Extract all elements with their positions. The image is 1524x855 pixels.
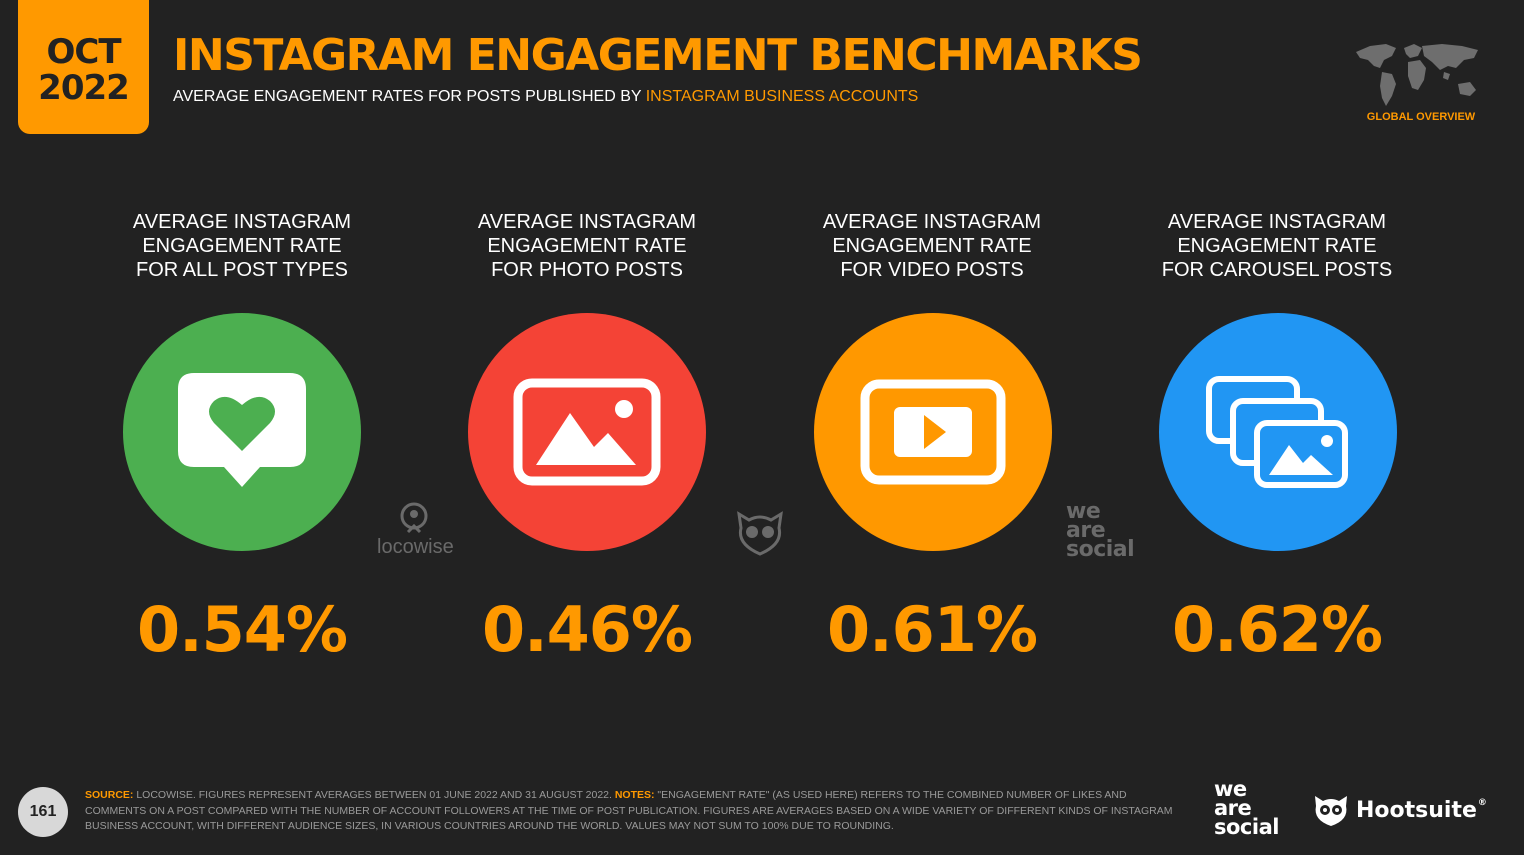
source-text: LOCOWISE. FIGURES REPRESENT AVERAGES BET… xyxy=(133,789,615,801)
hootsuite-wordmark: Hootsuite xyxy=(1356,797,1477,823)
hootsuite-logo: Hootsuite ® xyxy=(1312,792,1487,828)
locowise-logo-icon xyxy=(400,502,428,534)
source-label: SOURCE: xyxy=(85,789,134,801)
benchmark-label: AVERAGE INSTAGRAM ENGAGEMENT RATE FOR CA… xyxy=(1161,211,1393,281)
all-posts-circle xyxy=(123,313,361,551)
owl-watermark-icon xyxy=(737,511,783,556)
hootsuite-owl-icon xyxy=(1315,796,1347,826)
video-posts-value: 0.61% xyxy=(826,593,1038,666)
global-overview-label: GLOBAL OVERVIEW xyxy=(1366,111,1476,123)
benchmark-label: AVERAGE INSTAGRAM ENGAGEMENT RATE FOR VI… xyxy=(822,211,1042,281)
photo-icon xyxy=(513,378,661,486)
carousel-posts-circle xyxy=(1159,313,1397,551)
logo-are: are xyxy=(1214,796,1252,820)
carousel-photos-icon xyxy=(1206,376,1348,488)
page-title: INSTAGRAM ENGAGEMENT BENCHMARKS xyxy=(173,30,1143,81)
all-posts-value: 0.54% xyxy=(136,593,348,666)
date-month: OCT xyxy=(46,32,121,72)
video-posts-circle xyxy=(814,313,1052,551)
photo-posts-value: 0.46% xyxy=(481,593,693,666)
notes-text: "ENGAGEMENT RATE" (AS USED HERE) REFERS … xyxy=(85,789,1173,832)
heart-speech-bubble-icon xyxy=(178,373,306,487)
watermark-social: social xyxy=(1066,537,1135,562)
logo-we: we xyxy=(1214,777,1247,801)
watermark-are: are xyxy=(1066,518,1106,543)
benchmark-photo-posts: AVERAGE INSTAGRAM ENGAGEMENT RATE FOR PH… xyxy=(437,210,737,290)
subtitle-text: AVERAGE ENGAGEMENT RATES FOR POSTS PUBLI… xyxy=(173,88,642,105)
benchmark-label: AVERAGE INSTAGRAM ENGAGEMENT RATE FOR PH… xyxy=(477,211,697,281)
locowise-watermark: locowise xyxy=(377,536,454,558)
date-badge: OCT 2022 xyxy=(18,0,149,134)
benchmark-video-posts: AVERAGE INSTAGRAM ENGAGEMENT RATE FOR VI… xyxy=(782,210,1082,290)
carousel-posts-value: 0.62% xyxy=(1171,593,1383,666)
notes-label: NOTES: xyxy=(614,789,655,801)
logo-social: social xyxy=(1214,815,1279,839)
photo-posts-circle xyxy=(468,313,706,551)
world-map-icon xyxy=(1356,44,1478,106)
benchmark-carousel-posts: AVERAGE INSTAGRAM ENGAGEMENT RATE FOR CA… xyxy=(1127,210,1427,290)
watermark-we: we xyxy=(1066,499,1101,524)
subtitle-highlight: INSTAGRAM BUSINESS ACCOUNTS xyxy=(645,88,919,105)
we-are-social-logo: we are social xyxy=(1214,777,1279,839)
footnote: SOURCE: LOCOWISE. FIGURES REPRESENT AVER… xyxy=(85,788,1175,835)
we-are-social-watermark: we are social xyxy=(1066,499,1135,562)
page-subtitle: AVERAGE ENGAGEMENT RATES FOR POSTS PUBLI… xyxy=(173,88,918,106)
benchmark-label: AVERAGE INSTAGRAM ENGAGEMENT RATE FOR AL… xyxy=(132,211,352,281)
registered-mark: ® xyxy=(1477,798,1487,808)
date-year: 2022 xyxy=(38,68,130,108)
page-number: 161 xyxy=(18,787,68,837)
benchmark-all-posts: AVERAGE INSTAGRAM ENGAGEMENT RATE FOR AL… xyxy=(92,210,392,290)
video-play-icon xyxy=(860,379,1006,485)
